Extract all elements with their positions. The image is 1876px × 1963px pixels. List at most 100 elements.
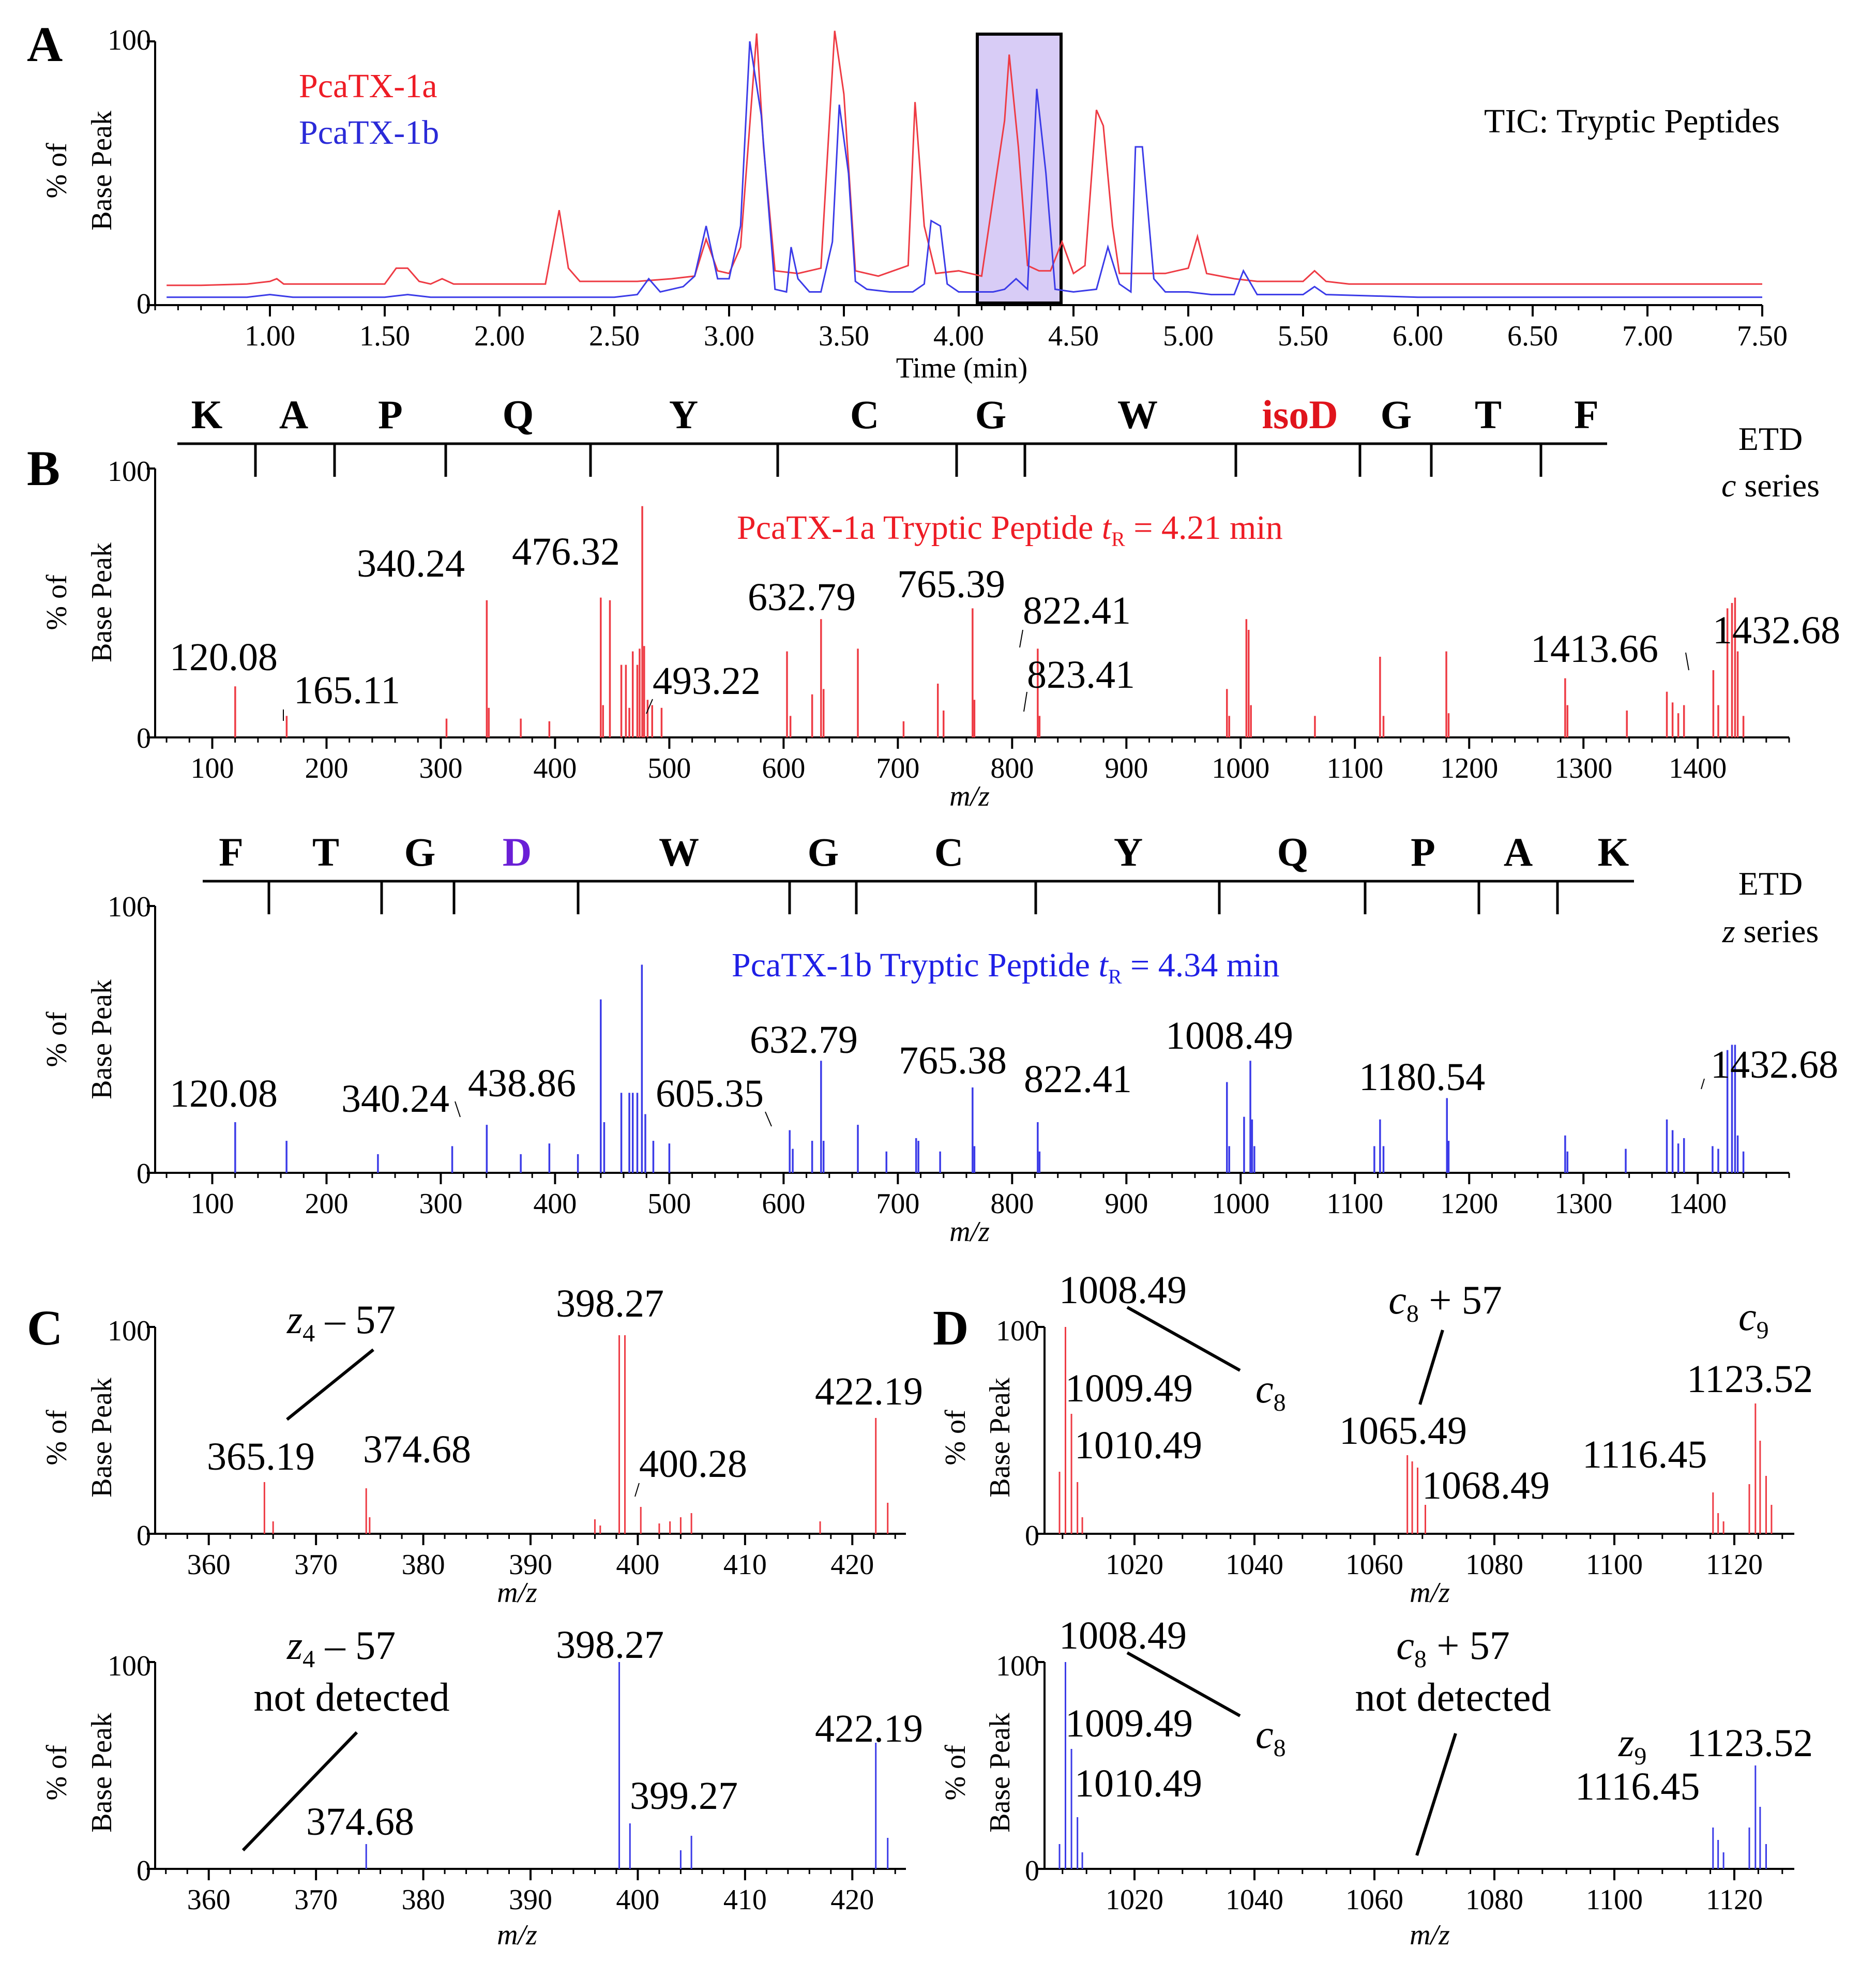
seq-top-4: Y bbox=[669, 392, 698, 437]
x-tick-label: 7.00 bbox=[1622, 320, 1673, 352]
x-tick-label: 1080 bbox=[1465, 1884, 1523, 1916]
x-tick-label: 900 bbox=[1105, 1188, 1148, 1220]
x-axis-label-time: Time (min) bbox=[896, 352, 1028, 384]
b-bot-y-0: 0 bbox=[137, 1158, 151, 1190]
panel-c-bottom-spectrum: 360 370 380 390 400 410 420 374.68 398.27 399.27 4… bbox=[147, 1623, 923, 1916]
x-tick-label: 300 bbox=[419, 752, 462, 784]
x-tick-label: 380 bbox=[402, 1549, 445, 1581]
seq-bot-2: G bbox=[404, 829, 436, 874]
peak-label: 340.24 bbox=[341, 1077, 449, 1121]
d-bot-ylabel1: % of bbox=[940, 1745, 972, 1801]
peak-label: 1010.49 bbox=[1075, 1762, 1202, 1805]
peak-label: 765.38 bbox=[899, 1039, 1007, 1082]
d-top-c8-line bbox=[1126, 1306, 1241, 1372]
panel-letter-b: B bbox=[27, 441, 60, 496]
c-top-y-100: 100 bbox=[108, 1315, 151, 1347]
peak-leader bbox=[1019, 629, 1023, 648]
x-tick-label: 1000 bbox=[1212, 752, 1269, 784]
peak-label: 1123.52 bbox=[1687, 1722, 1813, 1765]
seq-top-isoD: isoD bbox=[1262, 392, 1338, 437]
sequence-ladder-z: F T G D W G C Y Q P A K bbox=[203, 829, 1634, 914]
x-tick-label: 7.50 bbox=[1737, 320, 1788, 352]
x-tick-label: 4.50 bbox=[1048, 320, 1099, 352]
x-tick-label: 5.50 bbox=[1278, 320, 1328, 352]
c-bot-not-detected: not detected bbox=[254, 1674, 450, 1719]
peak-label: 476.32 bbox=[512, 530, 620, 573]
x-tick-label: 360 bbox=[187, 1884, 231, 1916]
etd-spectrum-pcatx-1a: 100 200 300 400 500 600 700 800 900 1000 1100 1200 1… bbox=[147, 467, 1840, 784]
d-top-c8-plus-57-line bbox=[1418, 1330, 1444, 1405]
b-top-ylabel-group2: Base Peak bbox=[86, 542, 118, 662]
x-tick-label: 100 bbox=[190, 752, 234, 784]
x-tick-label: 1.50 bbox=[359, 320, 410, 352]
c-bot-annotation-z4-57: z4 – 57 bbox=[286, 1623, 396, 1673]
c-bot-ylabel-group: % of bbox=[41, 1745, 73, 1801]
y-axis-label: % of bbox=[41, 143, 73, 199]
x-tick-label: 800 bbox=[990, 1188, 1034, 1220]
x-tick-label: 1.00 bbox=[245, 320, 295, 352]
d-bot-c8-label: c8 bbox=[1255, 1712, 1286, 1762]
peak-label: 632.79 bbox=[750, 1018, 858, 1062]
peak-label: 422.19 bbox=[815, 1370, 923, 1413]
b-top-ylabel2: Base Peak bbox=[86, 542, 118, 662]
tic-plot: 1.00 1.50 2.00 2.50 3.00 3.50 4.00 4.50 5.00 5.50… bbox=[147, 31, 1788, 352]
c-bot-y-100: 100 bbox=[108, 1650, 151, 1682]
panel-letter-a: A bbox=[27, 17, 63, 72]
peak-label: 1116.45 bbox=[1575, 1765, 1700, 1808]
x-tick-label: 700 bbox=[876, 752, 919, 784]
b-bot-title: PcaTX-1b Tryptic Peptide tR = 4.34 min bbox=[732, 946, 1279, 988]
peak-label: 632.79 bbox=[748, 576, 856, 619]
b-bot-ylabel-group2: Base Peak bbox=[86, 979, 118, 1099]
peak-leader bbox=[455, 1101, 461, 1118]
x-tick-label: 1000 bbox=[1212, 1188, 1269, 1220]
peak-label: 400.28 bbox=[639, 1442, 747, 1486]
x-tick-label: 700 bbox=[876, 1188, 919, 1220]
d-top-y-0: 0 bbox=[1025, 1520, 1039, 1552]
b-top-y-100: 100 bbox=[108, 456, 151, 488]
seq-bot-11: K bbox=[1598, 829, 1629, 874]
peak-label: 365.19 bbox=[207, 1435, 315, 1478]
seq-bot-4: W bbox=[659, 829, 699, 874]
peak-label: 1008.49 bbox=[1059, 1614, 1187, 1657]
seq-top-5: C bbox=[850, 392, 879, 437]
x-tick-label: 500 bbox=[647, 1188, 691, 1220]
x-tick-label: 420 bbox=[830, 1549, 874, 1581]
c-top-annotation-line bbox=[286, 1348, 374, 1421]
c-top-xlabel: m/z bbox=[497, 1577, 537, 1609]
d-top-ylabel-group: % of bbox=[940, 1410, 972, 1466]
x-tick-label: 1020 bbox=[1106, 1549, 1163, 1581]
seq-bot-8: Q bbox=[1277, 829, 1309, 874]
legend-pcatx-1b: PcaTX-1b bbox=[299, 114, 439, 152]
etd-label-z: ETD bbox=[1738, 865, 1803, 902]
x-tick-label: 5.00 bbox=[1163, 320, 1214, 352]
d-bot-z9-label: z9 bbox=[1618, 1720, 1646, 1770]
seq-top-7: W bbox=[1117, 392, 1158, 437]
d-bot-xlabel: m/z bbox=[1410, 1919, 1450, 1951]
panel-b: B K A P Q Y C G W isoD G T F bbox=[27, 392, 1840, 1248]
x-tick-label: 1100 bbox=[1586, 1884, 1643, 1916]
d-bot-ylabel-group: % of bbox=[940, 1745, 972, 1801]
peak-label: 120.08 bbox=[170, 1072, 278, 1115]
x-tick-label: 390 bbox=[509, 1884, 552, 1916]
x-tick-label: 1400 bbox=[1669, 752, 1727, 784]
seq-top-6: G bbox=[975, 392, 1007, 437]
etd-spectrum-pcatx-1b: 100 200 300 400 500 600 700 800 900 1000 1100 1200 1… bbox=[147, 905, 1838, 1220]
peak-label: 1123.52 bbox=[1687, 1357, 1813, 1401]
peak-label: 493.22 bbox=[653, 659, 761, 703]
x-tick-label: 1300 bbox=[1554, 1188, 1612, 1220]
x-tick-label: 600 bbox=[762, 752, 805, 784]
d-top-xlabel: m/z bbox=[1410, 1577, 1450, 1609]
x-tick-label: 400 bbox=[533, 752, 577, 784]
d-top-y-100: 100 bbox=[996, 1315, 1039, 1347]
x-tick-label: 400 bbox=[616, 1549, 659, 1581]
seq-top-3: Q bbox=[503, 392, 534, 437]
b-bot-ylabel-group: % of bbox=[41, 1011, 73, 1067]
d-top-ylabel2: Base Peak bbox=[984, 1378, 1016, 1498]
peak-label: 374.68 bbox=[363, 1428, 471, 1471]
seq-top-0: K bbox=[191, 392, 223, 437]
x-tick-label: 1020 bbox=[1106, 1884, 1163, 1916]
x-tick-label: 1120 bbox=[1706, 1549, 1763, 1581]
x-tick-label: 200 bbox=[305, 1188, 348, 1220]
peak-label: 1068.49 bbox=[1422, 1464, 1550, 1507]
seq-bot-6: C bbox=[934, 829, 963, 874]
